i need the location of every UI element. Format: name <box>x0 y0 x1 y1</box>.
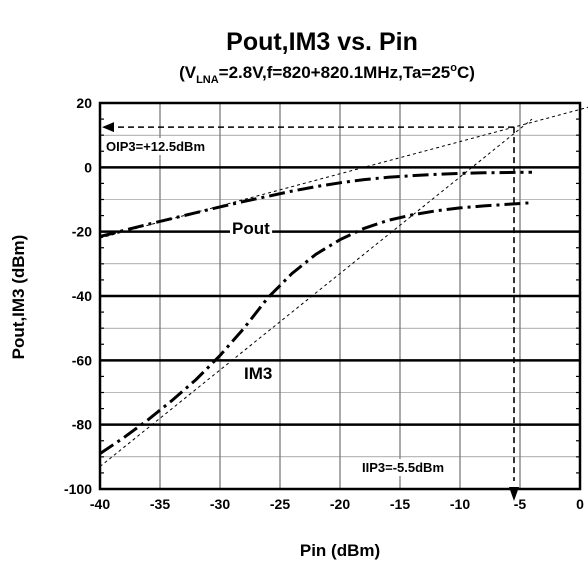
x-tick-label: -40 <box>90 496 110 512</box>
y-tick-label: 0 <box>84 159 92 175</box>
oip3-label: OIP3=+12.5dBm <box>106 139 205 154</box>
x-axis-label: Pin (dBm) <box>300 541 380 560</box>
oip3-arrow <box>102 122 114 133</box>
annotations: OIP3=+12.5dBm IIP3=-5.5dBm Pout IM3 <box>104 138 447 476</box>
tick-labels: -40 -35 -30 -25 -20 -15 -10 -5 0 -100 -80 -60 -40 -20… <box>64 95 584 512</box>
x-tick-label: -35 <box>150 496 170 512</box>
y-tick-label: -100 <box>64 481 92 497</box>
im3-label-bg <box>242 363 275 384</box>
y-tick-label: -60 <box>72 352 92 368</box>
x-tick-label: -20 <box>330 496 350 512</box>
y-tick-label: -20 <box>72 224 92 240</box>
y-axis-label: Pout,IM3 (dBm) <box>9 235 28 360</box>
series-pout <box>99 170 533 238</box>
x-tick-label: -30 <box>210 496 230 512</box>
x-tick-label: -25 <box>270 496 290 512</box>
iip3-arrow <box>509 487 519 501</box>
im3-label: IM3 <box>244 364 272 383</box>
iip3-label-bg <box>360 459 447 476</box>
plot-frame <box>98 101 582 491</box>
y-tick-label: -80 <box>72 417 92 433</box>
grid <box>100 102 580 490</box>
series-im3-extrapolation <box>99 118 533 467</box>
series-lines <box>99 106 588 467</box>
oip3-label-bg <box>104 138 207 155</box>
pout-label: Pout <box>232 219 270 238</box>
y-tick-label: -40 <box>72 288 92 304</box>
ip3-markers <box>102 122 519 501</box>
x-tick-label: -10 <box>450 496 470 512</box>
y-tick-label: 20 <box>76 95 92 111</box>
series-pout-extrapolation <box>99 106 588 239</box>
x-tick-label: 0 <box>576 496 584 512</box>
series-im3 <box>99 201 533 455</box>
pout-label-bg <box>230 218 273 239</box>
chart-subtitle: (VLNA=2.8V,f=820+820.1MHz,Ta=25oC) <box>179 62 475 86</box>
x-tick-label: -15 <box>390 496 410 512</box>
chart-title: Pout,IM3 vs. Pin <box>226 28 418 56</box>
iip3-label: IIP3=-5.5dBm <box>362 460 444 475</box>
x-tick-label: -5 <box>514 496 527 512</box>
